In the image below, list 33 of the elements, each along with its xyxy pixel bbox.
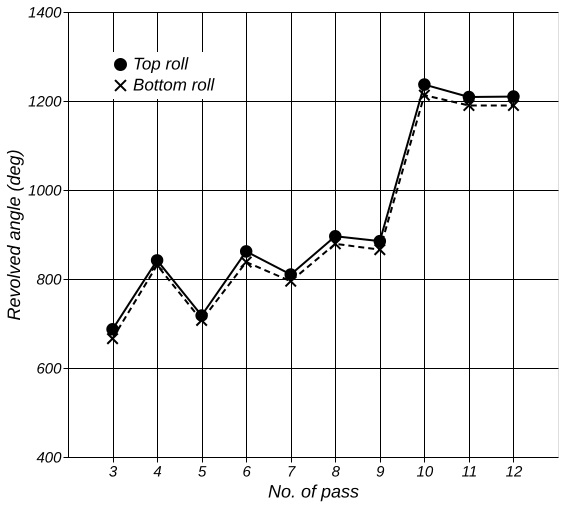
x-tick-label: 9 xyxy=(376,464,386,480)
point xyxy=(240,245,252,258)
point xyxy=(374,243,386,256)
x-tick-label: 11 xyxy=(462,464,478,480)
x-tick-label: 6 xyxy=(242,464,252,480)
y-axis-title: Revolved angle (deg) xyxy=(4,149,24,321)
point xyxy=(418,88,431,102)
legend-label: Top roll xyxy=(133,54,190,74)
point xyxy=(374,234,386,248)
y-tick-label: 1200 xyxy=(28,94,62,110)
x-tick-label: 4 xyxy=(153,464,162,480)
point xyxy=(106,332,119,345)
point xyxy=(418,78,431,91)
point xyxy=(462,99,476,112)
y-tick-label: 400 xyxy=(36,450,62,466)
y-tick-label: 600 xyxy=(36,360,62,378)
x-tick-label: 8 xyxy=(332,464,341,480)
x-tick-label: 12 xyxy=(506,464,523,480)
x-tick-label: 3 xyxy=(108,464,118,480)
x-tick-label: 10 xyxy=(416,464,434,480)
x-axis-title: No. of pass xyxy=(268,482,360,502)
point xyxy=(507,90,520,103)
point xyxy=(329,238,342,250)
y-tick-label: 800 xyxy=(36,272,62,288)
y-tick-label: 1400 xyxy=(28,4,62,22)
point xyxy=(507,99,520,112)
point xyxy=(106,323,119,336)
x-tick-label: 7 xyxy=(287,464,296,480)
y-tick-label: 1000 xyxy=(28,182,62,200)
point xyxy=(240,256,252,268)
x-tick-label: 5 xyxy=(198,464,207,480)
point xyxy=(462,90,476,104)
legend-label: Bottom roll xyxy=(133,76,216,94)
